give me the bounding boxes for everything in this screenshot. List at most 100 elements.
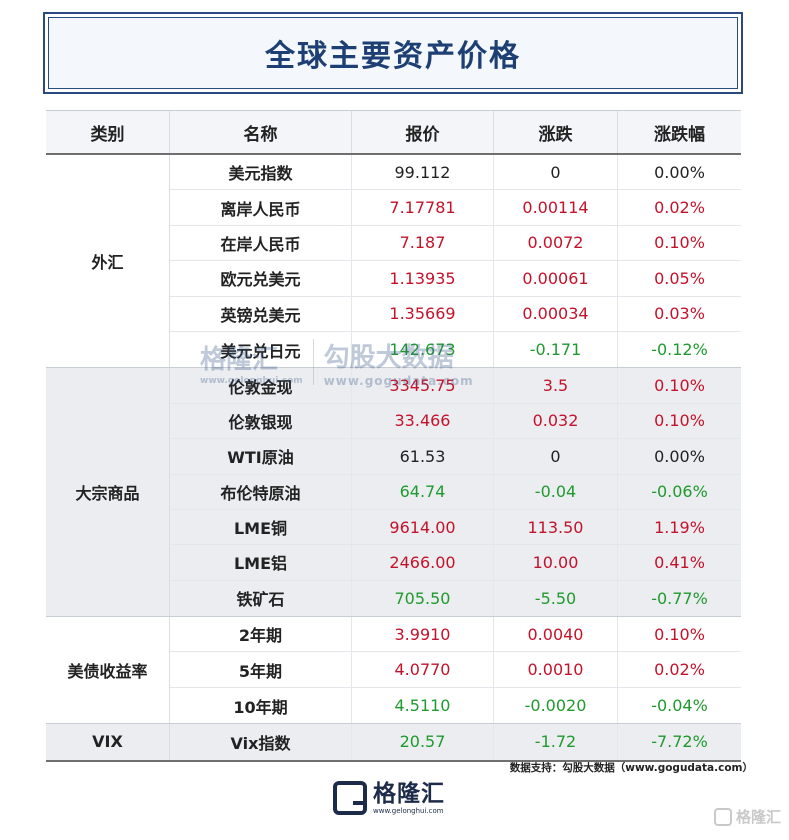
- table-row: 2年期 3.9910 0.0040 0.10%: [170, 617, 741, 653]
- asset-name: 2年期: [170, 617, 352, 652]
- asset-change: 0: [494, 439, 618, 474]
- asset-change: 113.50: [494, 509, 618, 545]
- asset-price: 61.53: [352, 439, 494, 474]
- asset-price: 705.50: [352, 580, 494, 617]
- logo-name: 格隆汇: [373, 781, 445, 807]
- table-header: 类别 名称 报价 涨跌 涨跌幅: [46, 110, 741, 155]
- asset-change: 0.0010: [494, 652, 618, 687]
- asset-change-pct: 0.03%: [654, 304, 705, 324]
- asset-change: 0.00114: [494, 190, 618, 225]
- asset-name: 10年期: [170, 687, 352, 724]
- page-title: 全球主要资产价格: [48, 17, 738, 89]
- asset-price: 3.9910: [352, 617, 494, 652]
- category-cell: 外汇: [46, 155, 170, 368]
- table-row: LME铝 2466.00 10.00 0.41%: [170, 545, 741, 581]
- header-name: 名称: [170, 111, 352, 153]
- corner-watermark: 格隆汇: [713, 806, 781, 827]
- asset-price: 2466.00: [352, 545, 494, 580]
- asset-change: 0: [494, 155, 618, 190]
- asset-price: 7.187: [352, 225, 494, 261]
- asset-change-pct: -0.77%: [651, 588, 708, 608]
- asset-price: 20.57: [352, 724, 494, 760]
- table-row: 欧元兑美元 1.13935 0.00061 0.05%: [170, 261, 741, 297]
- table-row: 美元指数 99.112 0 0.00%: [170, 155, 741, 191]
- asset-name: 美元指数: [170, 155, 352, 190]
- table-row: 10年期 4.5110 -0.0020 -0.04%: [170, 687, 741, 724]
- asset-change-pct: 0.00%: [654, 162, 705, 182]
- asset-name: 伦敦金现: [170, 368, 352, 403]
- asset-name: 伦敦银现: [170, 403, 352, 439]
- asset-price: 1.35669: [352, 296, 494, 331]
- table-row: 布伦特原油 64.74 -0.04 -0.06%: [170, 474, 741, 510]
- asset-change-pct: 0.10%: [654, 376, 705, 396]
- asset-price-table: 类别 名称 报价 涨跌 涨跌幅 外汇 美元指数 99.112 0 0.00% 离岸人民币 7…: [46, 110, 741, 762]
- header-change: 涨跌: [494, 111, 618, 153]
- asset-name: LME铝: [170, 545, 352, 580]
- asset-change: 0.00034: [494, 296, 618, 331]
- table-row: LME铜 9614.00 113.50 1.19%: [170, 509, 741, 546]
- asset-price: 64.74: [352, 474, 494, 509]
- asset-price: 1.13935: [352, 261, 494, 296]
- category-group: 美债收益率 2年期 3.9910 0.0040 0.10% 5年期 4.0770 0.0010…: [46, 617, 741, 725]
- table-row: 伦敦金现 3345.75 3.5 0.10%: [170, 368, 741, 404]
- category-group: VIX Vix指数 20.57 -1.72 -7.72%: [46, 724, 741, 760]
- header-change-pct: 涨跌幅: [654, 124, 705, 145]
- asset-name: WTI原油: [170, 439, 352, 474]
- category-cell: VIX: [46, 724, 170, 760]
- table-row: Vix指数 20.57 -1.72 -7.72%: [170, 724, 741, 760]
- asset-name: 铁矿石: [170, 580, 352, 617]
- corner-watermark-text: 格隆汇: [735, 808, 781, 826]
- asset-price: 4.0770: [352, 652, 494, 687]
- asset-name: 美元兑日元: [170, 331, 352, 368]
- asset-change-pct: -0.04%: [651, 696, 708, 716]
- table-row: 在岸人民币 7.187 0.0072 0.10%: [170, 225, 741, 262]
- asset-change: -0.0020: [494, 687, 618, 724]
- category-cell: 大宗商品: [46, 368, 170, 617]
- asset-price: 9614.00: [352, 509, 494, 545]
- asset-name: 离岸人民币: [170, 190, 352, 225]
- table-row: 伦敦银现 33.466 0.032 0.10%: [170, 403, 741, 440]
- asset-change: -0.04: [494, 474, 618, 509]
- table-row: WTI原油 61.53 0 0.00%: [170, 439, 741, 475]
- asset-change-pct: 0.02%: [654, 660, 705, 680]
- asset-name: 布伦特原油: [170, 474, 352, 509]
- asset-name: Vix指数: [170, 724, 352, 760]
- asset-name: 在岸人民币: [170, 225, 352, 261]
- asset-price: 99.112: [352, 155, 494, 190]
- gelonghui-logo: 格隆汇 www.gelonghui.com: [333, 776, 463, 820]
- asset-change-pct: 0.05%: [654, 268, 705, 288]
- table-body: 外汇 美元指数 99.112 0 0.00% 离岸人民币 7.17781 0.00114 0.0…: [46, 155, 741, 760]
- asset-change: 10.00: [494, 545, 618, 580]
- asset-name: 5年期: [170, 652, 352, 687]
- asset-name: LME铜: [170, 509, 352, 545]
- header-category: 类别: [46, 111, 170, 153]
- asset-change: 3.5: [494, 368, 618, 403]
- asset-change-pct: -0.06%: [651, 482, 708, 502]
- asset-change: 0.00061: [494, 261, 618, 296]
- category-group: 大宗商品 伦敦金现 3345.75 3.5 0.10% 伦敦银现 33.466 0.032 0.…: [46, 368, 741, 618]
- asset-change: -0.171: [494, 331, 618, 368]
- asset-price: 3345.75: [352, 368, 494, 403]
- asset-change-pct: -0.12%: [651, 340, 708, 360]
- asset-price: 33.466: [352, 403, 494, 439]
- asset-price: 142.673: [352, 331, 494, 368]
- asset-change-pct: 0.10%: [654, 624, 705, 644]
- category-group: 外汇 美元指数 99.112 0 0.00% 离岸人民币 7.17781 0.00114 0.0…: [46, 155, 741, 369]
- logo-url: www.gelonghui.com: [373, 807, 444, 815]
- asset-name: 英镑兑美元: [170, 296, 352, 331]
- table-row: 铁矿石 705.50 -5.50 -0.77%: [170, 580, 741, 617]
- asset-change: 0.0040: [494, 617, 618, 652]
- table-row: 美元兑日元 142.673 -0.171 -0.12%: [170, 331, 741, 368]
- asset-change-pct: -7.72%: [651, 732, 708, 752]
- asset-change-pct: 0.41%: [654, 552, 705, 572]
- header-price: 报价: [352, 111, 494, 153]
- asset-change-pct: 0.10%: [654, 233, 705, 253]
- asset-change: 0.0072: [494, 225, 618, 261]
- asset-change: 0.032: [494, 403, 618, 439]
- asset-change-pct: 0.00%: [654, 446, 705, 466]
- asset-change-pct: 1.19%: [654, 517, 705, 537]
- table-row: 5年期 4.0770 0.0010 0.02%: [170, 652, 741, 688]
- table-row: 离岸人民币 7.17781 0.00114 0.02%: [170, 190, 741, 226]
- asset-change: -1.72: [494, 724, 618, 760]
- asset-name: 欧元兑美元: [170, 261, 352, 296]
